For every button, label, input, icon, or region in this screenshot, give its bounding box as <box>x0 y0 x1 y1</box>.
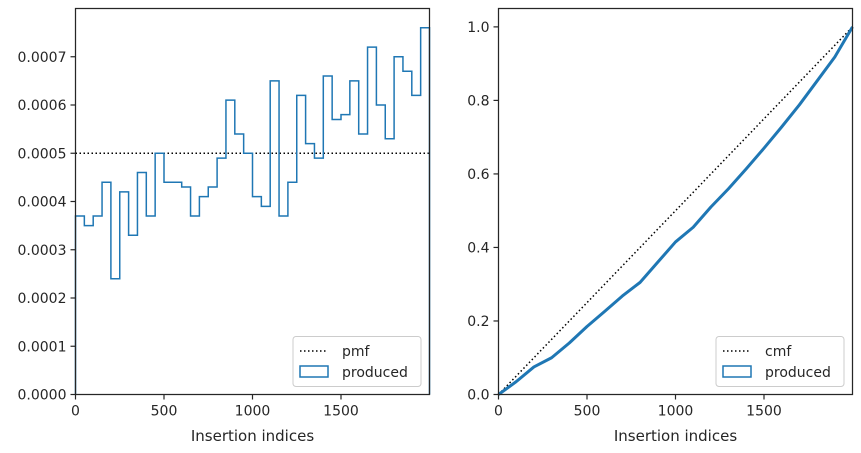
cmf-x-tick-label: 0 <box>494 404 503 420</box>
cmf-reference-line <box>497 26 854 396</box>
pmf-y-tick-label: 0.0003 <box>18 243 67 259</box>
pmf-y-tick-label: 0.0000 <box>18 388 67 404</box>
pmf-series-layer <box>74 27 431 395</box>
pmf-x-tick-label: 0 <box>71 404 80 420</box>
cmf-produced-legend-label: produced <box>765 365 831 381</box>
produced-cumulative-line <box>497 26 854 396</box>
pmf-legend: pmf produced <box>292 336 422 387</box>
pmf-y-tick-label: 0.0006 <box>18 98 67 114</box>
cmf-x-tick-label: 500 <box>574 404 601 420</box>
pmf-y-tick-label: 0.0005 <box>18 146 67 162</box>
cmf-legend-box <box>715 336 845 387</box>
pmf-y-tick-label: 0.0004 <box>18 195 67 211</box>
pmf-x-tick-label: 1500 <box>323 404 359 420</box>
cmf-y-tick-label: 1.0 <box>467 20 489 36</box>
cmf-legend: cmf produced <box>715 336 845 387</box>
cmf-y-tick-label: 0.6 <box>467 167 489 183</box>
pmf-y-tick-label: 0.0001 <box>18 339 67 355</box>
pmf-legend-label: pmf <box>342 344 371 360</box>
pmf-chart: 0 500 1000 1500 0.0000 0.0001 0.0002 0.0003 0.00… <box>18 7 431 445</box>
cmf-x-tick-label: 1000 <box>658 404 694 420</box>
cmf-legend-label: cmf <box>765 344 792 360</box>
produced-legend-label: produced <box>342 365 408 381</box>
pmf-x-axis-label: Insertion indices <box>191 427 314 445</box>
pmf-x-tick-label: 500 <box>151 404 178 420</box>
cmf-y-tick-label: 0.0 <box>467 388 489 404</box>
pmf-x-tick-label: 1000 <box>235 404 271 420</box>
cmf-series-layer <box>497 26 854 396</box>
cmf-produced-legend-swatch <box>722 365 752 378</box>
cmf-y-tick-label: 0.4 <box>467 240 489 256</box>
produced-legend-swatch <box>299 365 329 378</box>
pmf-legend-box <box>292 336 422 387</box>
cmf-y-tick-label: 0.8 <box>467 93 489 109</box>
produced-histogram-step <box>74 27 431 395</box>
cmf-x-axis-label: Insertion indices <box>614 427 737 445</box>
cmf-x-tick-label: 1500 <box>746 404 782 420</box>
pmf-y-tick-label: 0.0007 <box>18 50 67 66</box>
pmf-ticks: 0 500 1000 1500 0.0000 0.0001 0.0002 0.0003 0.00… <box>18 50 359 420</box>
cmf-y-tick-label: 0.2 <box>467 314 489 330</box>
pmf-y-tick-label: 0.0002 <box>18 291 67 307</box>
cmf-chart: 0 500 1000 1500 0.0 0.2 0.4 0.6 0.8 1.0 Insertion… <box>467 7 854 445</box>
cmf-ticks: 0 500 1000 1500 0.0 0.2 0.4 0.6 0.8 1.0 <box>467 20 782 420</box>
